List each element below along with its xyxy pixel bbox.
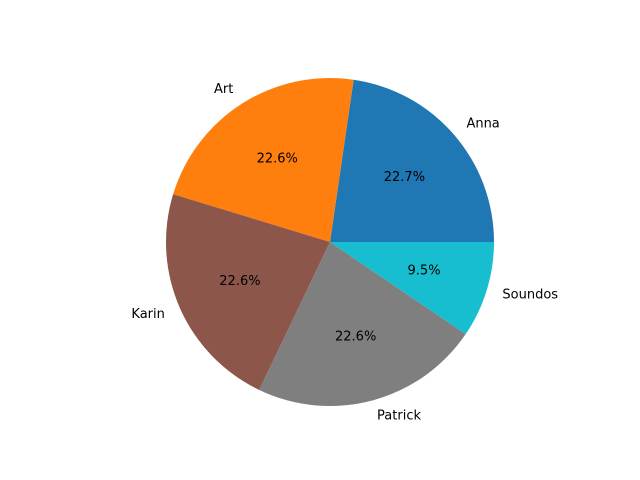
slice-label-art: Art (214, 82, 233, 97)
slice-label-anna: Anna (466, 116, 499, 131)
pie-slice-soundos (330, 242, 494, 335)
slice-percent-patrick: 22.6% (335, 329, 376, 344)
slice-percent-soundos: 9.5% (408, 263, 441, 278)
slice-label-patrick: Patrick (377, 409, 421, 424)
slice-percent-art: 22.6% (257, 151, 298, 166)
labels-layer: Anna 22.7% Art 22.6% Karin 22.6% Patrick 22.6% S… (131, 82, 558, 423)
pie-slice-patrick (259, 242, 466, 406)
pie-slice-anna (330, 79, 494, 243)
pie-slice-art (173, 78, 354, 242)
slice-label-soundos: Soundos (502, 288, 558, 303)
pie-slice-karin (166, 194, 330, 390)
slice-percent-anna: 22.7% (384, 170, 425, 185)
slice-label-karin: Karin (131, 307, 164, 322)
slice-percent-karin: 22.6% (219, 274, 260, 289)
slices-layer (166, 78, 494, 406)
